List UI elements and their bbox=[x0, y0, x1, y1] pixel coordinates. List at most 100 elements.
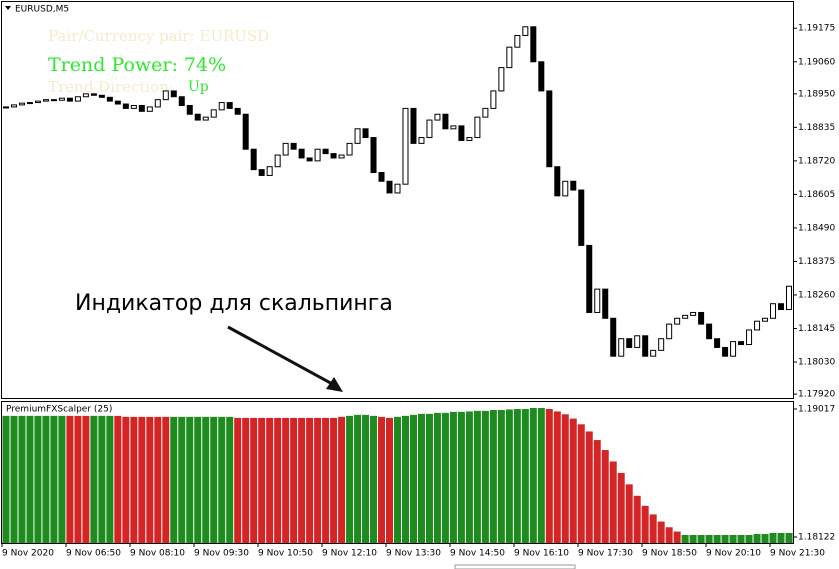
indicator-bar bbox=[473, 410, 481, 543]
indicator-bar bbox=[545, 409, 553, 543]
indicator-bar bbox=[777, 532, 785, 543]
indicator-bar bbox=[34, 415, 42, 543]
indicator-bar bbox=[170, 416, 178, 543]
indicator-bar bbox=[130, 416, 138, 543]
indicator-bar bbox=[362, 414, 370, 543]
indicator-bar bbox=[18, 415, 26, 543]
candle bbox=[394, 183, 401, 194]
candle bbox=[514, 35, 521, 48]
candle bbox=[178, 96, 185, 106]
candle bbox=[610, 317, 617, 357]
candle bbox=[634, 335, 641, 348]
indicator-bar bbox=[673, 531, 681, 543]
time-label: 9 Nov 10:50 bbox=[258, 549, 313, 559]
indicator-bar bbox=[210, 416, 218, 543]
candle bbox=[10, 104, 17, 108]
candle bbox=[722, 346, 729, 357]
indicator-bar bbox=[346, 415, 354, 543]
time-label: 9 Nov 08:10 bbox=[130, 549, 185, 559]
candle bbox=[162, 90, 169, 101]
y-tick-label: 1.18605 bbox=[798, 190, 835, 200]
candle bbox=[490, 90, 497, 109]
candle bbox=[98, 94, 105, 98]
candle bbox=[738, 341, 745, 346]
candle bbox=[42, 99, 49, 102]
y-tick-label: 1.18835 bbox=[798, 123, 835, 133]
indicator-bar bbox=[705, 534, 713, 543]
indicator-bar bbox=[681, 534, 689, 543]
overlay-pair: Pair/Currency pair: EURUSD bbox=[48, 27, 269, 45]
indicator-bar bbox=[433, 412, 441, 543]
indicator-bar bbox=[26, 415, 34, 543]
indicator-bar bbox=[745, 534, 753, 543]
time-label: 9 Nov 13:30 bbox=[386, 549, 441, 559]
indicator-bar bbox=[769, 532, 777, 543]
indicator-bar bbox=[409, 414, 417, 543]
menu-arrow bbox=[5, 6, 11, 10]
candle bbox=[714, 338, 721, 348]
symbol-title: EURUSD,M5 bbox=[15, 5, 69, 15]
candle bbox=[234, 107, 241, 115]
candle bbox=[458, 125, 465, 141]
indicator-bar bbox=[282, 417, 290, 543]
time-label: 9 Nov 21:30 bbox=[770, 549, 825, 559]
indicator-bar bbox=[322, 417, 330, 543]
candle bbox=[522, 26, 529, 37]
y-tick-label: 1.18950 bbox=[798, 89, 835, 99]
candle bbox=[282, 142, 289, 156]
candle bbox=[218, 102, 225, 111]
candle bbox=[594, 288, 601, 313]
indicator-bar bbox=[178, 416, 186, 543]
main-panel bbox=[1, 1, 794, 399]
candle bbox=[466, 137, 473, 141]
indicator-bar bbox=[633, 495, 641, 543]
y-tick-label: 1.17920 bbox=[798, 390, 835, 400]
candle bbox=[146, 106, 153, 112]
indicator-bar bbox=[290, 417, 298, 543]
indicator-bar bbox=[561, 414, 569, 543]
candle bbox=[346, 142, 353, 156]
indicator-bar bbox=[449, 411, 457, 543]
time-label: 9 Nov 06:50 bbox=[66, 549, 121, 559]
candle bbox=[786, 285, 793, 311]
indicator-bar bbox=[417, 413, 425, 543]
candle bbox=[418, 137, 425, 144]
candle bbox=[474, 116, 481, 139]
y-tick-label: 1.19060 bbox=[798, 57, 835, 67]
indicator-panel bbox=[1, 401, 794, 544]
indicator-bar bbox=[425, 413, 433, 543]
indicator-bar bbox=[753, 533, 761, 543]
indicator-bar bbox=[202, 416, 210, 543]
candle bbox=[314, 148, 321, 162]
indicator-bar bbox=[146, 416, 154, 543]
arrow-head bbox=[326, 377, 343, 392]
candle bbox=[186, 104, 193, 115]
candle bbox=[642, 335, 649, 357]
indicator-bar bbox=[162, 416, 170, 543]
candle bbox=[194, 113, 201, 121]
candle bbox=[338, 154, 345, 159]
candle bbox=[410, 107, 417, 144]
indicator-bar bbox=[729, 534, 737, 543]
indicator-bar bbox=[306, 417, 314, 543]
indicator-bar bbox=[513, 409, 521, 543]
indicator-bar bbox=[617, 472, 625, 543]
time-label: 9 Nov 12:10 bbox=[322, 549, 377, 559]
candle bbox=[362, 128, 369, 139]
indicator-bar bbox=[242, 417, 250, 543]
indicator-bar bbox=[10, 415, 18, 543]
indicator-bar bbox=[90, 415, 98, 543]
indicator-bar bbox=[441, 412, 449, 543]
indicator-bar bbox=[66, 415, 74, 543]
candle bbox=[498, 67, 505, 92]
candle bbox=[298, 148, 305, 159]
candle bbox=[154, 99, 161, 108]
candle bbox=[762, 317, 769, 322]
indicator-bar bbox=[2, 415, 10, 543]
candle bbox=[354, 128, 361, 144]
candle bbox=[242, 113, 249, 150]
indicator-bar bbox=[625, 484, 633, 543]
indicator-bar bbox=[186, 416, 194, 543]
indicator-bar bbox=[689, 534, 697, 543]
indicator-bar bbox=[785, 532, 793, 543]
